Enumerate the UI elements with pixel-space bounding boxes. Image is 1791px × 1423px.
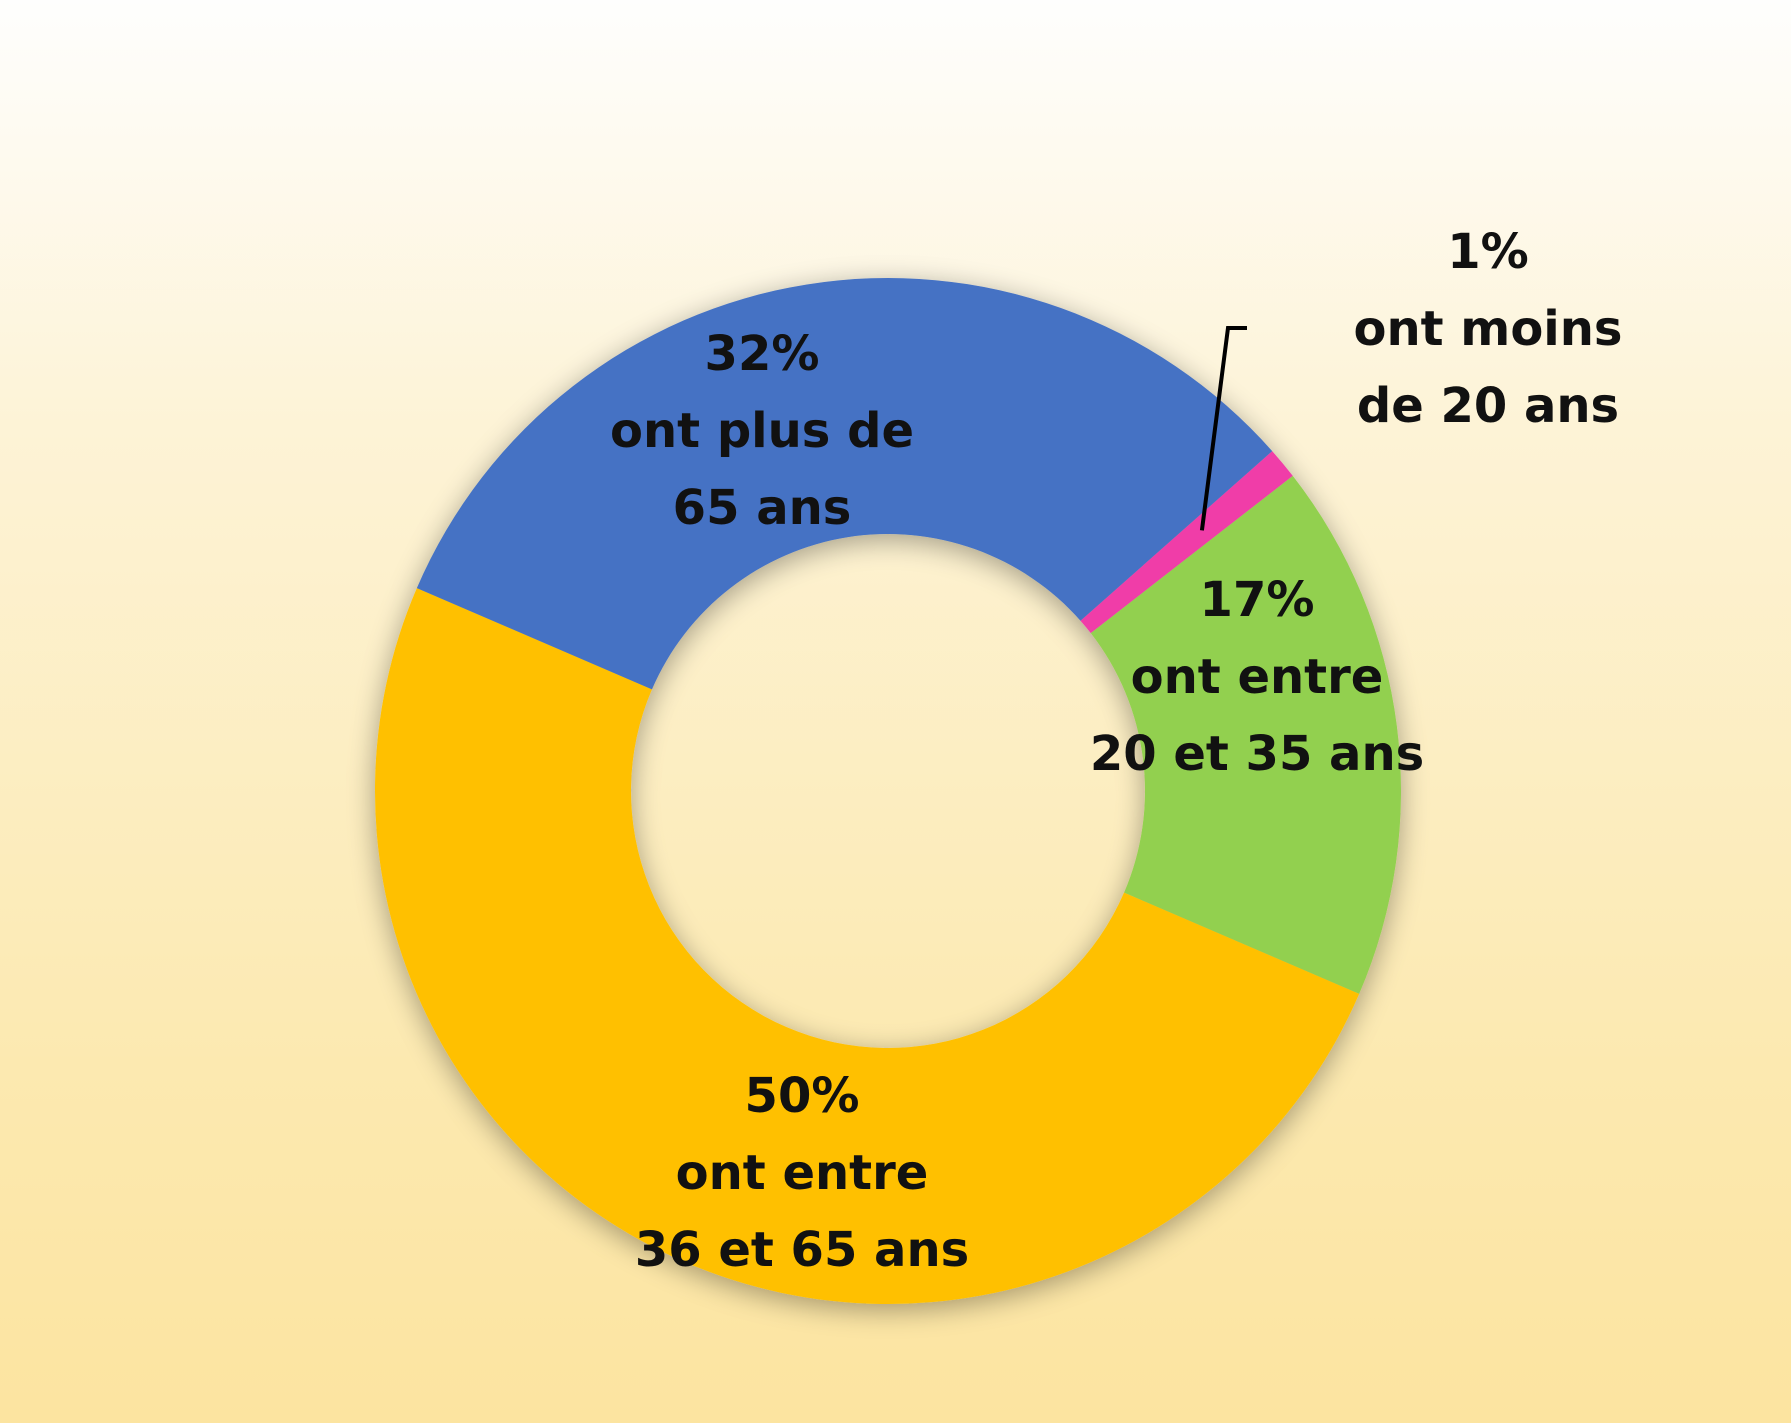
slice-label-under-20-line1: ont moins: [1353, 301, 1623, 357]
slice-label-36-65: 50% ont entre 36 et 65 ans: [635, 1058, 969, 1289]
slice-label-36-65-line2: 36 et 65 ans: [634, 1222, 970, 1278]
slice-over-65: [416, 278, 1273, 690]
slice-label-over-65: 32% ont plus de 65 ans: [610, 316, 914, 547]
slice-label-under-20: 1% ont moins de 20 ans: [1354, 214, 1623, 445]
slice-label-36-65-percent: 50%: [744, 1068, 860, 1124]
slice-label-20-35-line2: 20 et 35 ans: [1089, 726, 1425, 782]
slice-label-over-65-line1: ont plus de: [610, 403, 914, 459]
slice-under-20: [1080, 451, 1293, 634]
slice-label-over-65-percent: 32%: [704, 326, 820, 382]
slice-label-36-65-line1: ont entre: [675, 1145, 929, 1201]
slice-36-65: [374, 588, 1360, 1304]
slice-label-20-35: 17% ont entre 20 et 35 ans: [1090, 562, 1424, 793]
donut-slices: [374, 278, 1401, 1304]
leader-line-1pct: [1199, 326, 1247, 531]
slice-label-20-35-line1: ont entre: [1130, 649, 1384, 705]
slice-label-20-35-percent: 17%: [1199, 572, 1315, 628]
slice-20-35: [1090, 475, 1401, 994]
slice-label-under-20-percent: 1%: [1447, 224, 1529, 280]
slice-label-over-65-line2: 65 ans: [672, 480, 852, 536]
slice-label-under-20-line2: de 20 ans: [1356, 378, 1620, 434]
